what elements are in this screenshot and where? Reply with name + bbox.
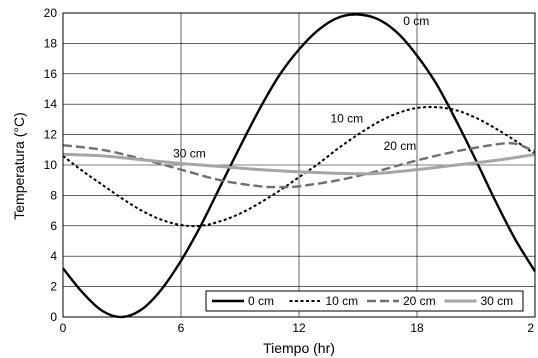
annotation-30-cm: 30 cm xyxy=(173,146,206,160)
annotation-0-cm: 0 cm xyxy=(403,14,429,28)
legend-box xyxy=(205,290,524,312)
plot-frame xyxy=(62,12,536,318)
x-axis-title: Tiempo (hr) xyxy=(263,340,335,356)
series-line-10-cm xyxy=(62,106,536,228)
x-tick-label: 6 xyxy=(178,321,185,335)
series-line-30-cm xyxy=(62,152,536,176)
annotation-10-cm: 10 cm xyxy=(330,111,363,125)
x-tick-label: 0 xyxy=(60,321,67,335)
annotation-20-cm: 20 cm xyxy=(384,139,417,153)
legend: 0 cm 10 cm 20 cm 30 cm xyxy=(205,290,524,312)
y-tick-label: 6 xyxy=(50,219,57,233)
x-tick-label: 18 xyxy=(410,321,424,335)
y-tick-label: 20 xyxy=(44,6,58,20)
y-tick-label: 2 xyxy=(50,280,57,294)
legend-label-10-cm: 10 cm xyxy=(326,294,359,308)
series-lines xyxy=(62,13,537,319)
y-tick-label: 8 xyxy=(50,188,57,202)
legend-label-30-cm: 30 cm xyxy=(481,294,514,308)
x-tick-label: 2 xyxy=(527,321,534,335)
y-tick-label: 4 xyxy=(50,249,57,263)
tick-labels: 0 2 4 6 8 10 12 14 16 18 20 0 6 12 18 2 xyxy=(44,6,535,335)
y-tick-label: 18 xyxy=(44,36,58,50)
y-tick-label: 16 xyxy=(44,67,58,81)
legend-label-20-cm: 20 cm xyxy=(403,294,436,308)
series-line-0-cm xyxy=(62,13,537,319)
y-axis-title: Temperatura (°C) xyxy=(11,112,27,220)
series-annotations: 0 cm 10 cm 20 cm 30 cm xyxy=(173,14,429,160)
y-tick-label: 10 xyxy=(44,158,58,172)
y-tick-label: 0 xyxy=(50,310,57,324)
y-tick-label: 12 xyxy=(44,128,58,142)
gridlines xyxy=(63,13,535,317)
legend-label-0-cm: 0 cm xyxy=(248,294,274,308)
y-tick-label: 14 xyxy=(44,97,58,111)
x-tick-label: 12 xyxy=(292,321,306,335)
